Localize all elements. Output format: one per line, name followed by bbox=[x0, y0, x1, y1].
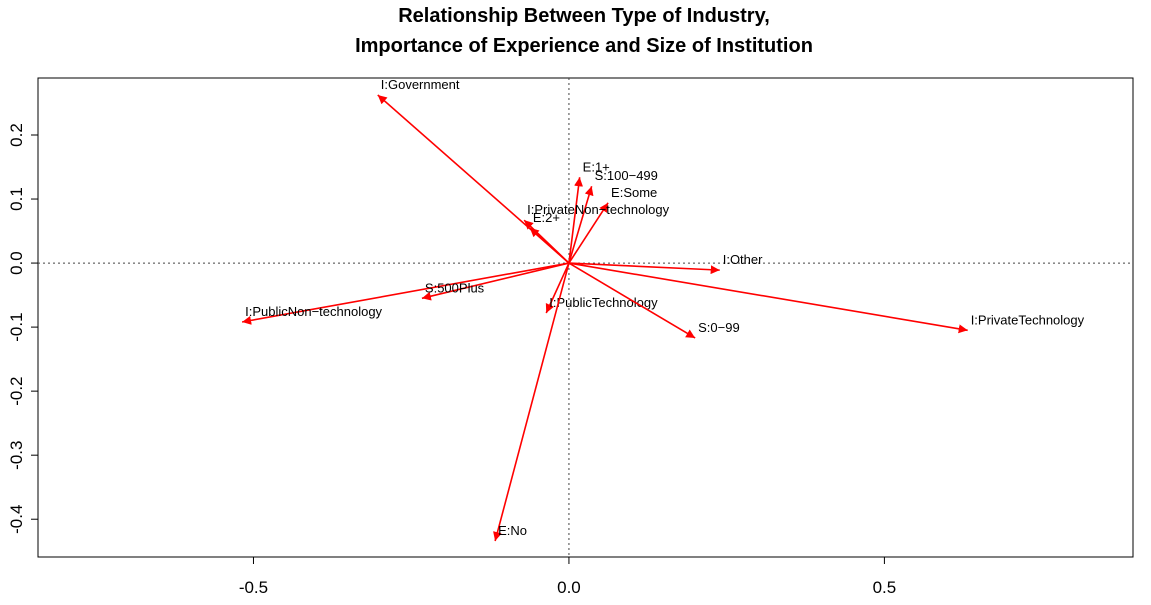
arrow-label: I:Government bbox=[381, 77, 460, 92]
arrow-label: E:No bbox=[498, 523, 527, 538]
arrow bbox=[241, 262, 570, 325]
chart-title: Importance of Experience and Size of Ins… bbox=[355, 35, 813, 57]
arrow bbox=[568, 262, 968, 334]
arrow-label: E:Some bbox=[611, 185, 657, 200]
x-tick-label: -0.5 bbox=[239, 578, 268, 597]
arrow bbox=[568, 202, 609, 264]
y-tick-label: 0.2 bbox=[7, 123, 26, 147]
x-tick-label: 0.5 bbox=[873, 578, 897, 597]
y-tick-label: 0.0 bbox=[7, 251, 26, 275]
arrow-label: I:PrivateNon−technology bbox=[527, 202, 670, 217]
arrow bbox=[568, 177, 584, 264]
arrow bbox=[529, 227, 570, 264]
x-tick-label: 0.0 bbox=[557, 578, 581, 597]
plot-frame bbox=[37, 77, 1134, 558]
arrow bbox=[568, 262, 720, 275]
arrow-label: E:1+ bbox=[583, 159, 610, 174]
arrow-label: E:2+ bbox=[533, 210, 560, 225]
arrow-label: S:0−99 bbox=[698, 320, 740, 335]
arrow-label: I:PublicTechnology bbox=[549, 295, 658, 310]
arrow-label: I:Other bbox=[723, 252, 763, 267]
y-tick-label: 0.1 bbox=[7, 187, 26, 211]
arrow bbox=[568, 262, 696, 339]
y-tick-label: -0.4 bbox=[7, 505, 26, 534]
arrow bbox=[421, 262, 570, 301]
arrow bbox=[568, 185, 594, 264]
arrow bbox=[493, 262, 570, 542]
arrow bbox=[545, 262, 570, 314]
arrow-label: I:PublicNon−technology bbox=[245, 304, 382, 319]
arrow-label: S:100−499 bbox=[595, 168, 658, 183]
y-tick-label: -0.3 bbox=[7, 441, 26, 470]
arrow-label: S:500Plus bbox=[425, 280, 485, 295]
y-tick-label: -0.1 bbox=[7, 312, 26, 341]
chart-title: Relationship Between Type of Industry, bbox=[398, 5, 770, 27]
arrow-label: I:PrivateTechnology bbox=[971, 312, 1085, 327]
y-tick-label: -0.2 bbox=[7, 376, 26, 405]
